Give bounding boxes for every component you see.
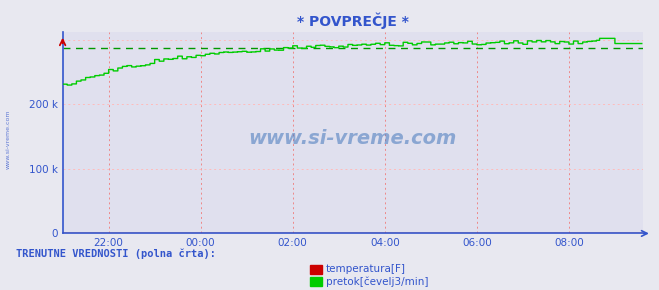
Text: www.si-vreme.com: www.si-vreme.com xyxy=(248,129,457,148)
Text: www.si-vreme.com: www.si-vreme.com xyxy=(5,109,11,169)
Text: TRENUTNE VREDNOSTI (polna črta):: TRENUTNE VREDNOSTI (polna črta): xyxy=(16,248,216,259)
Text: pretok[čevelj3/min]: pretok[čevelj3/min] xyxy=(326,276,428,287)
Text: temperatura[F]: temperatura[F] xyxy=(326,264,405,274)
Title: * POVPREČJE *: * POVPREČJE * xyxy=(297,13,409,29)
